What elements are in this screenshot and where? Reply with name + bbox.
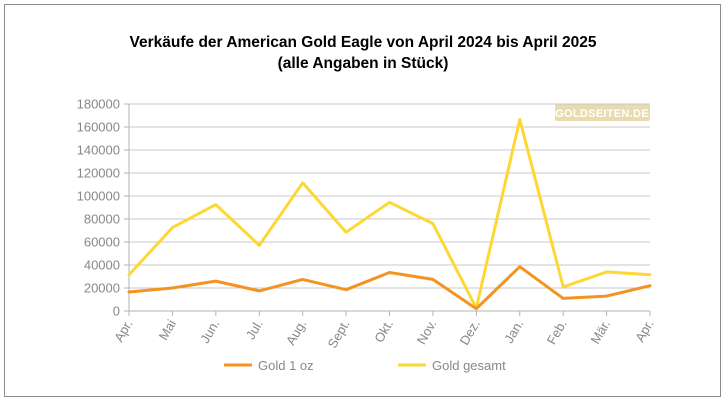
data-point-gold-1oz-4: [301, 278, 304, 281]
x-tick-label-2: Jun.: [197, 317, 222, 346]
x-tick-label-10: Feb.: [544, 317, 570, 347]
x-tick-label-12: Apr.: [632, 317, 657, 345]
legend: Gold 1 oz Gold gesamt: [224, 358, 506, 373]
data-point-gold-gesamt-9: [518, 118, 521, 121]
data-point-gold-gesamt-11: [605, 270, 608, 274]
x-tick-label-6: Okt.: [371, 317, 396, 345]
data-point-gold-1oz-1: [171, 286, 174, 290]
watermark: GOLDSEITEN.DE: [555, 104, 650, 121]
watermark-text: GOLDSEITEN.DE: [555, 108, 649, 120]
legend-label-gold-1oz: Gold 1 oz: [258, 358, 314, 373]
series-lines: [127, 118, 652, 311]
legend-label-gold-gesamt: Gold gesamt: [432, 358, 506, 373]
x-tick-label-9: Jan.: [501, 317, 526, 346]
x-tick-label-1: Mai: [156, 317, 180, 343]
chart-subtitle: (alle Angaben in Stück): [278, 55, 449, 72]
y-axis-ticks: 0 20000 40000 60000 80000 100000 120000 140000 1…: [77, 97, 120, 319]
data-point-gold-gesamt-1: [171, 226, 174, 229]
data-point-gold-1oz-11: [605, 294, 608, 298]
y-tick-label-6: 120000: [77, 166, 120, 181]
gridlines: [124, 103, 650, 312]
data-point-gold-gesamt-10: [561, 285, 565, 289]
y-tick-label-7: 140000: [77, 143, 120, 158]
chart-frame: [4, 4, 721, 397]
data-point-gold-1oz-5: [344, 288, 348, 291]
y-tick-label-9: 180000: [77, 97, 120, 112]
y-tick-label-3: 60000: [84, 235, 120, 250]
data-point-gold-gesamt-12: [648, 273, 652, 276]
y-tick-label-8: 160000: [77, 120, 120, 135]
data-point-gold-gesamt-2: [214, 203, 218, 206]
chart-title: Verkäufe der American Gold Eagle von Apr…: [130, 34, 597, 51]
x-tick-label-4: Aug.: [283, 317, 309, 348]
data-point-gold-1oz-2: [214, 279, 218, 283]
data-point-gold-gesamt-4: [301, 181, 304, 184]
watermark-badge: [555, 104, 650, 121]
data-point-gold-1oz-6: [388, 271, 391, 274]
y-tick-label-5: 100000: [77, 189, 120, 204]
data-point-gold-1oz-0: [127, 290, 131, 294]
y-tick-label-2: 40000: [84, 258, 120, 273]
data-point-gold-gesamt-7: [431, 222, 435, 225]
x-tick-label-8: Dez.: [457, 317, 483, 348]
y-tick-label-0: 0: [113, 304, 120, 319]
x-tick-label-11: Mär.: [588, 317, 614, 346]
data-point-gold-gesamt-5: [344, 231, 348, 234]
series-line-gold-gesamt: [127, 118, 652, 310]
data-point-gold-1oz-3: [258, 289, 261, 293]
x-tick-label-0: Apr.: [111, 317, 136, 345]
x-tick-label-3: Jul.: [243, 317, 266, 342]
x-tick-label-5: Sept.: [325, 317, 353, 351]
data-point-gold-1oz-8: [475, 307, 478, 310]
data-point-gold-gesamt-6: [388, 201, 391, 204]
data-point-gold-1oz-12: [648, 284, 652, 287]
data-point-gold-gesamt-3: [258, 244, 261, 247]
data-point-gold-gesamt-0: [127, 273, 131, 276]
x-tick-label-7: Nov.: [414, 317, 440, 347]
y-tick-label-1: 20000: [84, 281, 120, 296]
y-tick-label-4: 80000: [84, 212, 120, 227]
data-point-gold-1oz-10: [561, 297, 565, 300]
data-point-gold-1oz-7: [431, 278, 435, 281]
x-axis-ticks: Apr. Mai Jun. Jul. Aug. Sept. Okt. Nov. Dez. Jan.…: [111, 311, 657, 351]
data-point-gold-1oz-9: [518, 265, 521, 268]
